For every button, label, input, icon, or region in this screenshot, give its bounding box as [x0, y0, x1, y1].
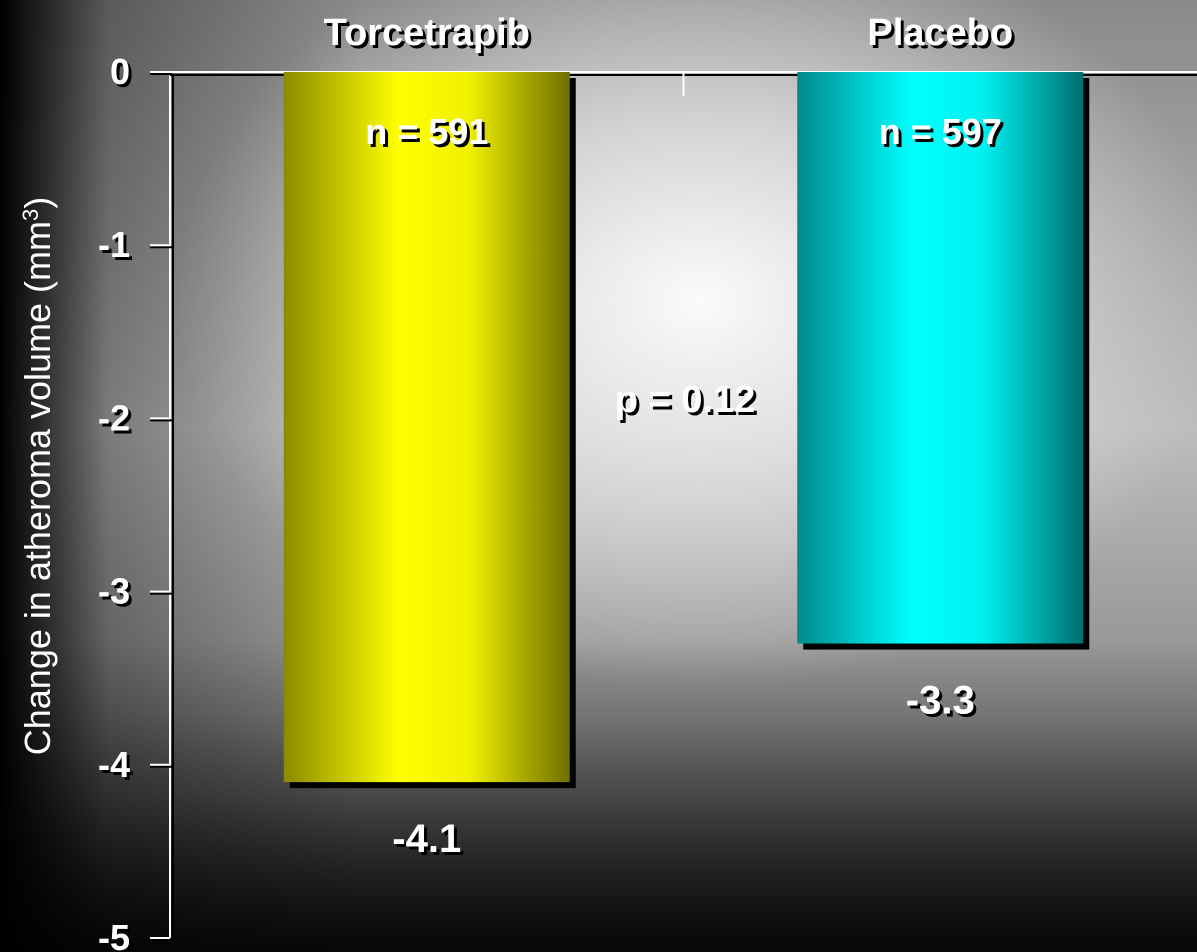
y-axis-label: Change in atheroma volume (mm3)	[17, 197, 58, 755]
data-value-label: -3.3	[906, 679, 975, 723]
y-axis-label-superscript: 3	[18, 209, 43, 221]
y-tick-label: -4	[98, 744, 130, 785]
category-label: Torcetrapib	[324, 12, 530, 54]
y-axis-label-end: )	[17, 197, 58, 209]
y-tick-label: -3	[98, 571, 130, 612]
sample-size-label: n = 591	[365, 111, 488, 152]
data-value-label: -4.1	[392, 817, 461, 861]
y-axis-label-main: Change in atheroma volume (mm	[17, 221, 58, 755]
sample-size-label: n = 597	[879, 111, 1002, 152]
bars-group	[283, 72, 1090, 789]
p-value-annotation: p = 0.12	[615, 379, 755, 421]
y-tick-label: -5	[98, 917, 130, 952]
labels-group: 0 -1 -2 -3 -4 -5 Torcetrapib n = 591 -4.1 Placebo…	[98, 12, 1013, 952]
y-tick-label: -1	[98, 224, 130, 265]
y-tick-label: 0	[110, 51, 130, 92]
bar-placebo	[797, 72, 1084, 644]
y-tick-label: -2	[98, 397, 130, 438]
category-label: Placebo	[867, 12, 1013, 54]
bar-torcetrapib	[283, 72, 570, 783]
